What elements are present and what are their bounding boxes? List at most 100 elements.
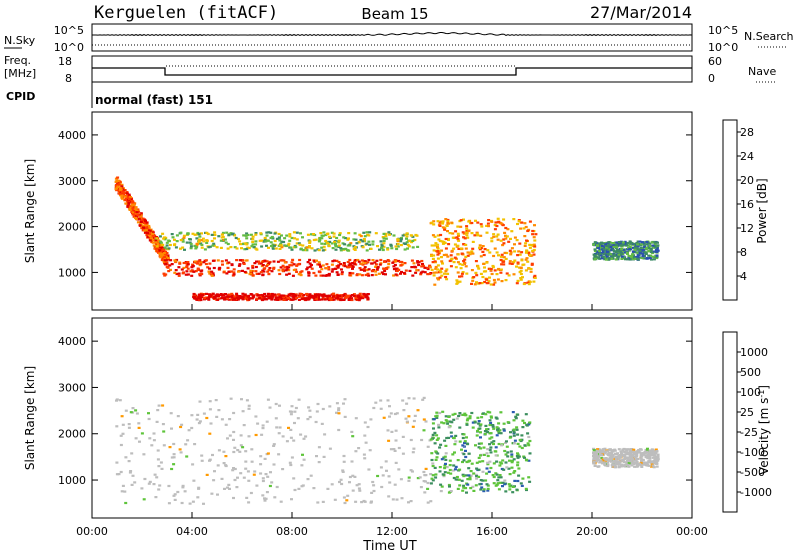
cell: [146, 231, 149, 235]
cell: [523, 421, 526, 425]
cell: [186, 439, 190, 442]
cell: [462, 484, 466, 487]
cell: [498, 221, 502, 225]
cell: [167, 270, 171, 273]
cell: [216, 464, 220, 467]
cell: [365, 296, 369, 299]
cell: [339, 478, 343, 481]
cell: [528, 480, 532, 483]
cell: [214, 294, 218, 297]
cell: [422, 470, 426, 474]
cell: [489, 421, 493, 424]
cell: [417, 261, 421, 264]
cell: [137, 426, 141, 429]
cell: [526, 442, 530, 445]
cell: [327, 268, 331, 271]
cell: [487, 225, 490, 228]
cell: [172, 463, 176, 466]
cell: [261, 260, 265, 263]
cell: [328, 235, 331, 238]
cell: [207, 270, 211, 273]
cell: [626, 451, 630, 454]
cell: [220, 418, 224, 421]
cell: [479, 488, 483, 491]
cell: [497, 476, 501, 479]
cell: [333, 267, 337, 270]
cell: [186, 261, 190, 264]
cell: [280, 234, 283, 237]
cell: [520, 221, 524, 224]
cell: [607, 256, 611, 260]
cell: [486, 448, 490, 451]
cell: [282, 294, 286, 297]
cell: [636, 240, 640, 243]
cell: [263, 238, 267, 241]
x-tick-label: 04:00: [176, 525, 208, 538]
cell: [204, 259, 208, 262]
cell: [293, 421, 296, 425]
cell: [196, 231, 200, 235]
cell: [341, 469, 345, 472]
cell: [245, 259, 249, 262]
cell: [629, 241, 633, 245]
cell: [636, 245, 640, 248]
cell: [199, 239, 203, 242]
cell: [461, 271, 465, 274]
cell: [254, 270, 258, 273]
cell: [346, 238, 350, 241]
cell: [184, 273, 188, 276]
cell: [608, 456, 612, 460]
cell: [162, 444, 166, 447]
cell: [266, 398, 270, 401]
cell: [285, 273, 289, 276]
nsearch-label: N.Search: [744, 30, 794, 43]
cell: [420, 438, 424, 442]
cell: [441, 262, 444, 265]
cell: [395, 269, 399, 273]
cell: [407, 501, 410, 504]
cell: [479, 272, 483, 275]
cell: [613, 250, 616, 253]
cell: [127, 423, 131, 426]
cell: [479, 436, 482, 439]
cell: [520, 484, 524, 487]
cell: [146, 235, 150, 239]
cell: [434, 450, 438, 453]
cell: [599, 460, 603, 463]
cell: [350, 430, 354, 433]
cell: [136, 221, 140, 224]
cell: [501, 260, 505, 263]
cell: [200, 454, 204, 457]
cell: [488, 460, 492, 463]
cell: [465, 225, 469, 228]
cell: [476, 265, 480, 268]
cell: [173, 271, 177, 274]
cell: [245, 247, 249, 251]
cell: [619, 450, 623, 453]
freq-tick-bottom: 8: [65, 72, 72, 85]
freq-unit: [MHz]: [4, 67, 36, 80]
cell: [250, 293, 254, 296]
cell: [528, 220, 532, 223]
cell: [339, 249, 343, 252]
cell: [246, 470, 250, 473]
cell: [458, 426, 462, 429]
cell: [335, 265, 339, 268]
cell: [307, 295, 311, 298]
cell: [481, 245, 485, 248]
cell: [142, 453, 146, 456]
cell: [464, 255, 468, 258]
cell: [282, 259, 286, 262]
cell: [608, 448, 612, 451]
cell: [247, 479, 251, 482]
cell: [609, 454, 613, 457]
cell: [115, 180, 119, 183]
cell: [422, 429, 426, 432]
cell: [147, 482, 151, 485]
cell: [275, 296, 278, 299]
cell: [619, 244, 623, 247]
cell: [435, 411, 439, 414]
cell: [447, 415, 451, 418]
cell: [217, 409, 221, 412]
cell: [482, 488, 486, 491]
